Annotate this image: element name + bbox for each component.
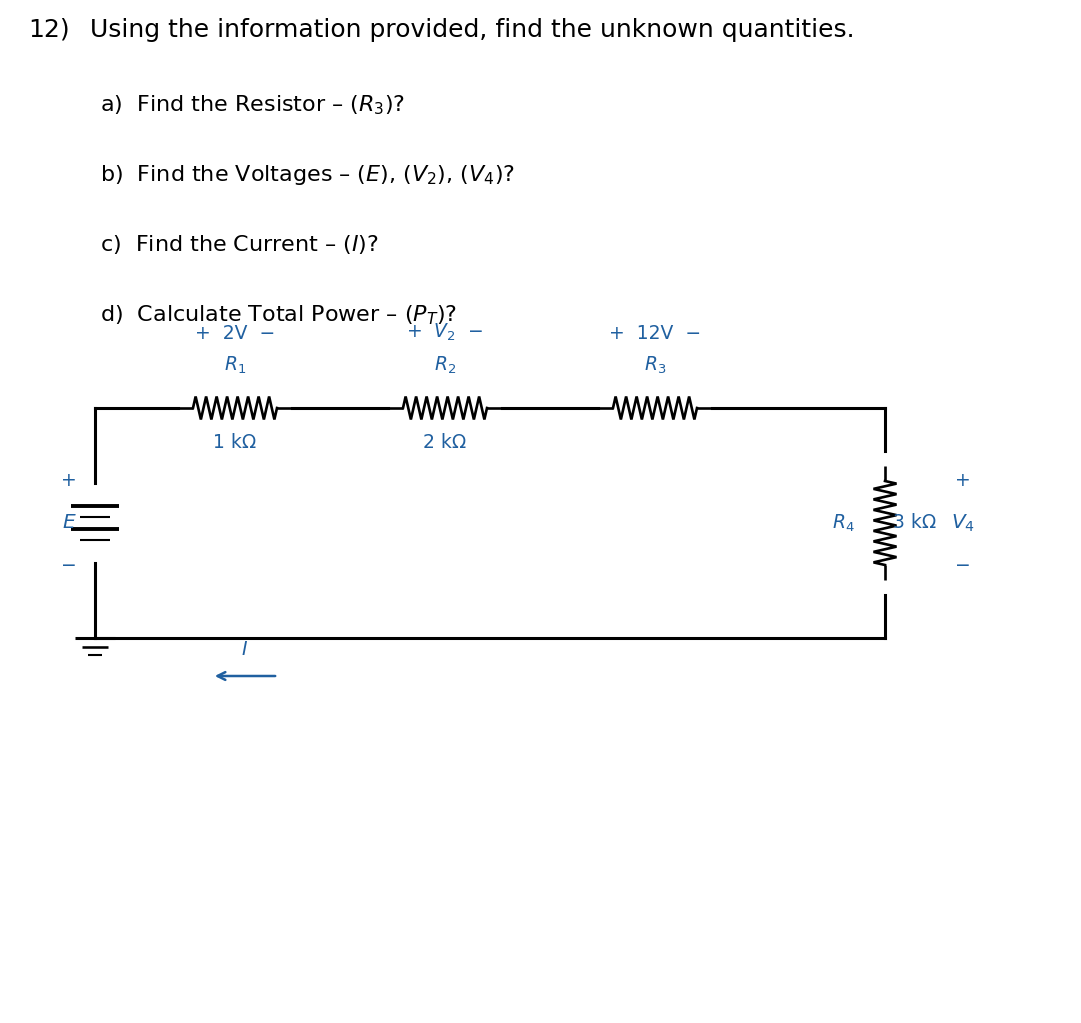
- Text: 2 kΩ: 2 kΩ: [424, 433, 467, 452]
- Text: 12): 12): [28, 18, 69, 42]
- Text: $R_2$: $R_2$: [433, 355, 456, 376]
- Text: +  2V  −: + 2V −: [195, 324, 276, 343]
- Text: $R_4$: $R_4$: [832, 513, 855, 534]
- Text: 1 kΩ: 1 kΩ: [213, 433, 256, 452]
- Text: $E$: $E$: [63, 514, 77, 533]
- Text: $R_1$: $R_1$: [224, 355, 246, 376]
- Text: a)  Find the Resistor – ($R_3$)?: a) Find the Resistor – ($R_3$)?: [101, 93, 405, 117]
- Text: b)  Find the Voltages – ($E$), ($V_2$), ($V_4$)?: b) Find the Voltages – ($E$), ($V_2$), (…: [101, 163, 515, 187]
- Text: $I$: $I$: [241, 640, 249, 659]
- Text: +  12V  −: + 12V −: [609, 324, 702, 343]
- Text: $R_3$: $R_3$: [644, 355, 666, 376]
- Text: +: +: [956, 472, 971, 490]
- Text: +: +: [62, 472, 77, 490]
- Text: −: −: [956, 555, 971, 575]
- Text: $V_4$: $V_4$: [951, 513, 975, 534]
- Text: −: −: [62, 555, 77, 575]
- Text: Using the information provided, find the unknown quantities.: Using the information provided, find the…: [90, 18, 855, 42]
- Text: c)  Find the Current – ($I$)?: c) Find the Current – ($I$)?: [101, 233, 378, 256]
- Text: +  $V_2$  −: + $V_2$ −: [406, 321, 483, 343]
- Text: 3 kΩ: 3 kΩ: [893, 514, 936, 533]
- Text: d)  Calculate Total Power – ($P_T$)?: d) Calculate Total Power – ($P_T$)?: [101, 303, 457, 326]
